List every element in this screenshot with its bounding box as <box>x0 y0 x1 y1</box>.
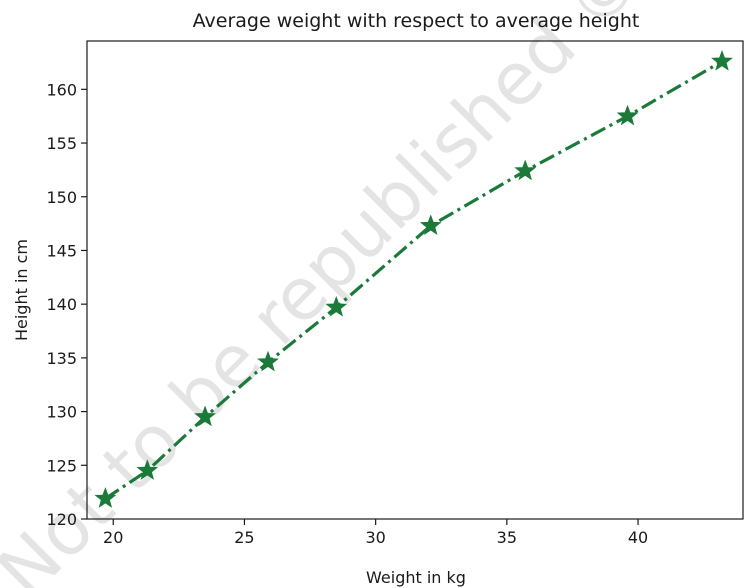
star-marker <box>514 159 537 181</box>
star-marker <box>257 350 279 372</box>
y-tick-label: 120 <box>46 510 77 529</box>
star-marker <box>94 487 117 508</box>
y-tick-label: 135 <box>46 349 77 368</box>
x-tick-label: 40 <box>628 528 648 547</box>
x-tick-label: 35 <box>497 528 517 547</box>
y-axis-label: Height in cm <box>12 239 31 341</box>
star-marker <box>325 295 348 317</box>
plot-frame <box>86 40 744 520</box>
x-tick-label: 20 <box>103 528 123 547</box>
y-tick-label: 140 <box>46 295 77 314</box>
y-tick-label: 130 <box>46 403 77 422</box>
star-marker <box>419 214 442 236</box>
star-marker <box>194 405 216 427</box>
star-marker <box>136 459 159 480</box>
x-tick-label: 30 <box>365 528 385 547</box>
chart-title: Average weight with respect to average h… <box>193 10 640 32</box>
x-axis-label: Weight in kg <box>366 568 466 587</box>
data-marks <box>94 49 733 508</box>
y-tick-label: 125 <box>46 456 77 475</box>
x-tick-label: 25 <box>234 528 254 547</box>
y-tick-label: 155 <box>46 134 77 153</box>
y-tick-label: 160 <box>46 80 77 99</box>
y-tick-label: 150 <box>46 188 77 207</box>
y-tick-label: 145 <box>46 241 77 260</box>
star-marker <box>616 104 639 126</box>
plot-area: 20 25 30 35 40 120 125 130 135 140 145 150 155 160 <box>46 40 744 547</box>
star-marker <box>711 49 733 71</box>
